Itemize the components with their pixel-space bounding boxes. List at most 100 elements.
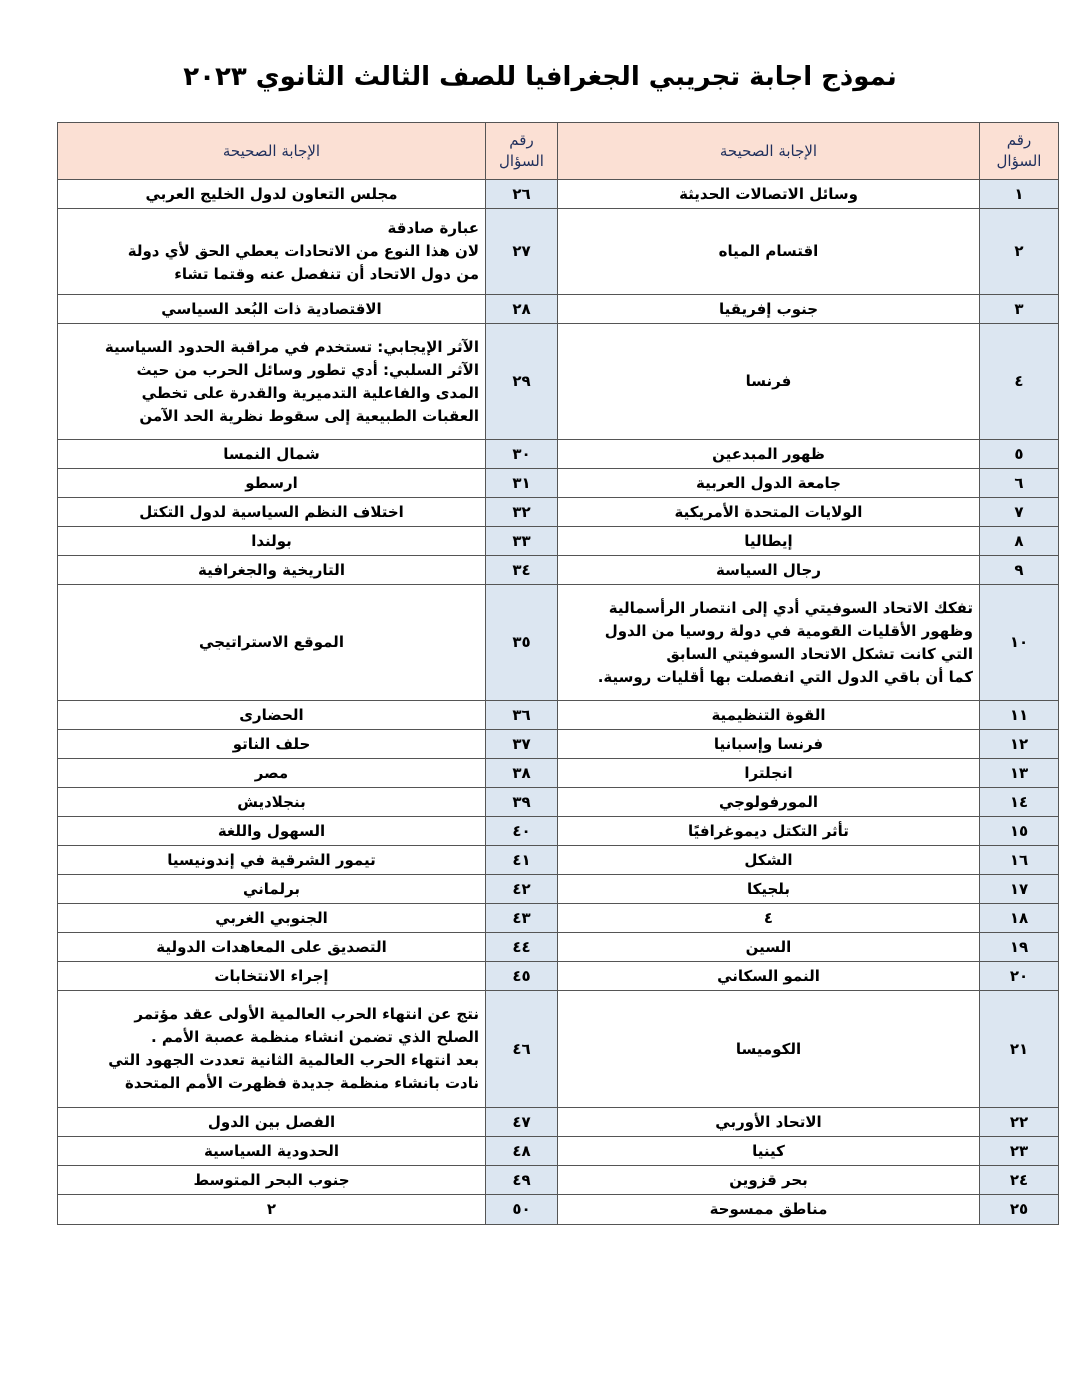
table-row: ١٠ تفكك الاتحاد السوفيتي أدي إلى انتصار ا… [57, 584, 1059, 701]
question-number: ١٥ [979, 816, 1059, 846]
table-row: ١٨ ٤ ٤٣ الجنوبي الغربي [57, 903, 1059, 933]
question-number: ٤٨ [485, 1136, 558, 1166]
answer-line: نادت بانشاء منظمة جديدة فظهرت الأمم المت… [124, 1074, 479, 1092]
table-row: ١٥ تأثر التكتل ديموغرافيًا ٤٠ السهول واللغة [57, 816, 1059, 846]
answer-cell: كينيا [557, 1136, 980, 1166]
answer-cell: مجلس التعاون لدول الخليج العربي [57, 179, 486, 209]
answer-cell: تأثر التكتل ديموغرافيًا [557, 816, 980, 846]
answer-cell: السهول واللغة [57, 816, 486, 846]
answer-line: تيمور الشرقية في إندونيسيا [167, 850, 376, 869]
answer-line: فرنسا وإسبانيا [713, 734, 824, 753]
answer-line: وظهور الأقليات القومية في دولة روسيا من … [604, 621, 973, 640]
header-question-number: رقم السؤال [485, 122, 558, 180]
answer-line: تفكك الاتحاد السوفيتي أدي إلى انتصار الر… [608, 598, 973, 617]
answer-cell: ارسطو [57, 468, 486, 498]
answer-line: الآثر السلبي: أدي تطور وسائل الحرب من حي… [136, 360, 479, 379]
answer-line: اقتسام المياه [718, 242, 819, 260]
answer-line: الاقتصادية ذات البُعد السياسي [161, 299, 382, 318]
header-correct-answer: الإجابة الصحيحة [57, 122, 486, 180]
answer-line: الشكل [744, 850, 793, 869]
question-number: ٦ [979, 468, 1059, 498]
table-row: ١٣ انجلترا ٣٨ مصر [57, 758, 1059, 788]
answer-cell: بنجلاديش [57, 787, 486, 817]
answer-cell: الاتحاد الأوربي [557, 1107, 980, 1137]
answer-cell: مناطق ممسوحة [557, 1194, 980, 1225]
question-number: ٣٦ [485, 700, 558, 730]
question-number: ٢٠ [979, 961, 1059, 991]
answer-cell: التصديق على المعاهدات الدولية [57, 932, 486, 962]
answer-line: التي كانت تشكل الاتحاد السوفيتي السابق [666, 644, 973, 663]
table-row: ٤ فرنسا ٢٩ الآثر الإيجابي: تستخدم في مراقبة… [57, 323, 1059, 440]
question-number: ٣٩ [485, 787, 558, 817]
answer-line: ارسطو [245, 473, 298, 492]
answer-cell: جنوب إفريقيا [557, 294, 980, 324]
answer-line: الولايات المتحدة الأمريكية [674, 502, 863, 521]
answer-cell: النمو السكاني [557, 961, 980, 991]
answer-cell: المورفولوجي [557, 787, 980, 817]
question-number: ٢٣ [979, 1136, 1059, 1166]
question-number: ٤٦ [485, 990, 558, 1108]
answer-line: المورفولوجي [718, 792, 819, 811]
answer-cell: بلجيكا [557, 874, 980, 904]
question-number: ٤٤ [485, 932, 558, 962]
question-number: ٢٨ [485, 294, 558, 324]
answer-cell: الشكل [557, 845, 980, 875]
question-number: ٣٤ [485, 555, 558, 585]
answer-line: جنوب البحر المتوسط [193, 1170, 350, 1189]
question-number: ١٨ [979, 903, 1059, 933]
table-header-row: رقم السؤال الإجابة الصحيحة رقم السؤال الإج… [57, 122, 1059, 180]
answer-line: النمو السكاني [717, 966, 820, 985]
question-number: ١٠ [979, 584, 1059, 701]
answer-line: الكوميسا [735, 1039, 802, 1058]
answer-cell: ٢ [57, 1194, 486, 1225]
table-row: ١٦ الشكل ٤١ تيمور الشرقية في إندونيسيا [57, 845, 1059, 875]
answer-cell: بولندا [57, 526, 486, 556]
table-row: ١٢ فرنسا وإسبانيا ٣٧ حلف الناتو [57, 729, 1059, 759]
answer-line: الجنوبي الغربي [215, 908, 328, 927]
answer-cell: فرنسا وإسبانيا [557, 729, 980, 759]
answer-cell: الكوميسا [557, 990, 980, 1108]
question-number: ٢٦ [485, 179, 558, 209]
answer-cell: الولايات المتحدة الأمريكية [557, 497, 980, 527]
question-number: ٤٠ [485, 816, 558, 846]
answer-line: مصر [254, 763, 289, 782]
question-number: ٥٠ [485, 1194, 558, 1225]
answer-line: السين [745, 937, 792, 956]
answer-cell: ٤ [557, 903, 980, 933]
answer-line: تأثر التكتل ديموغرافيًا [688, 821, 849, 840]
answer-line: القوة التنظيمية [711, 705, 826, 724]
question-number: ٢٥ [979, 1194, 1059, 1225]
answer-line: كينيا [752, 1141, 785, 1160]
answer-line: الصلح الذي تضمن انشاء منظمة عصبة الأمم . [150, 1028, 479, 1046]
answer-line: مناطق ممسوحة [709, 1200, 828, 1218]
answer-cell: الحدودية السياسية [57, 1136, 486, 1166]
header-text: السؤال [996, 152, 1042, 170]
answer-cell: القوة التنظيمية [557, 700, 980, 730]
answer-line: انجلترا [744, 763, 793, 782]
answer-cell: مصر [57, 758, 486, 788]
answer-line: إجراء الانتخابات [214, 966, 329, 985]
table-row: ٨ إيطاليا ٣٣ بولندا [57, 526, 1059, 556]
question-number: ٢٢ [979, 1107, 1059, 1137]
answer-cell: التاريخية والجغرافية [57, 555, 486, 585]
answer-line: جنوب إفريقيا [718, 299, 819, 318]
header-text: رقم [1006, 131, 1032, 149]
answer-cell: تيمور الشرقية في إندونيسيا [57, 845, 486, 875]
question-number: ٧ [979, 497, 1059, 527]
question-number: ٣٣ [485, 526, 558, 556]
table-row: ٩ رجال السياسة ٣٤ التاريخية والجغرافية [57, 555, 1059, 585]
answer-line: الحضارى [239, 705, 304, 724]
question-number: ٢٤ [979, 1165, 1059, 1195]
table-row: ١ وسائل الاتصالات الحديثة ٢٦ مجلس التعاون ل… [57, 179, 1059, 209]
question-number: ٤٩ [485, 1165, 558, 1195]
answer-line: وسائل الاتصالات الحديثة [679, 184, 858, 203]
answer-line: ظهور المبدعين [712, 444, 825, 463]
answer-cell: تفكك الاتحاد السوفيتي أدي إلى انتصار الر… [557, 584, 980, 701]
question-number: ٣٨ [485, 758, 558, 788]
answer-line: بعد انتهاء الحرب العالمية الثانية تعددت … [108, 1051, 479, 1069]
answer-cell: نتج عن انتهاء الحرب العالمية الأولى عقد … [57, 990, 486, 1108]
question-number: ٢٩ [485, 323, 558, 440]
question-number: ٣٠ [485, 439, 558, 469]
table-row: ٧ الولايات المتحدة الأمريكية ٣٢ اختلاف النظ… [57, 497, 1059, 527]
answer-line: فرنسا [745, 372, 792, 390]
